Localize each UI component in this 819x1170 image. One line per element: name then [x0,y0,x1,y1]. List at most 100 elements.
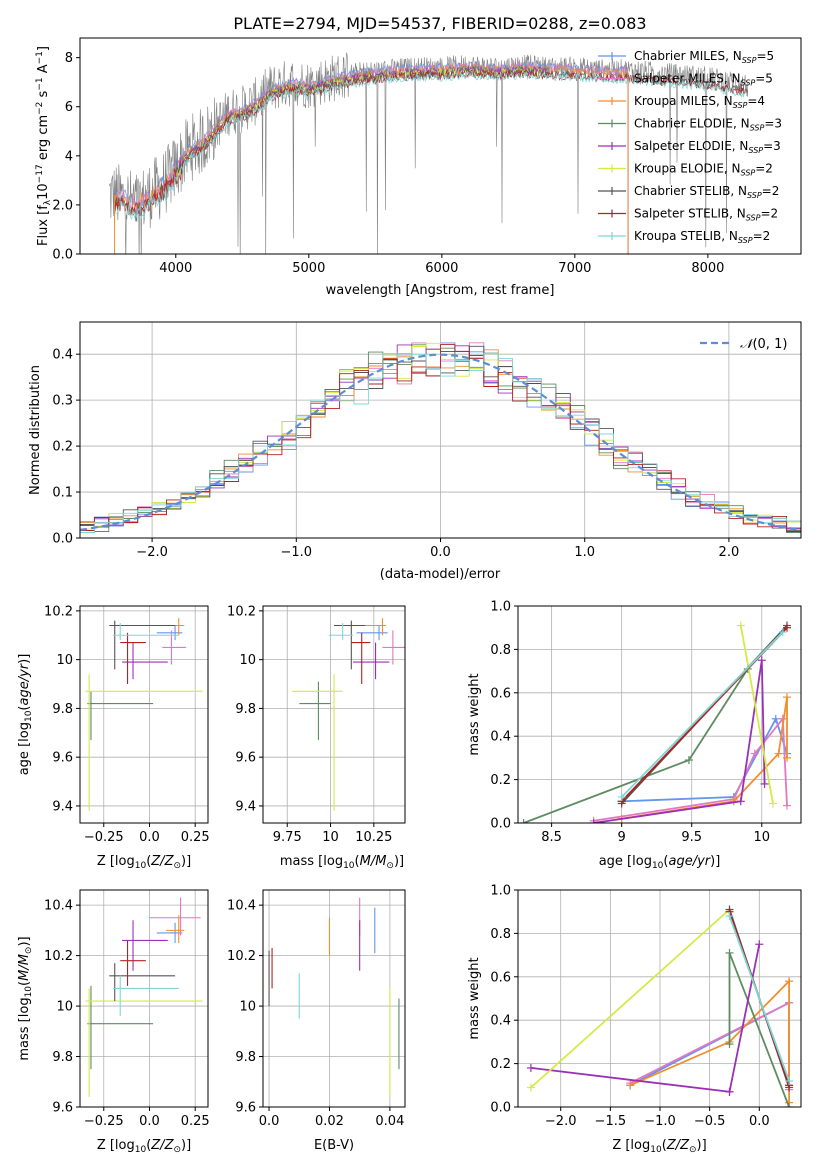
legend-label: Chabrier MILES, NSSP=5 [634,49,774,65]
series-chabrier-elodie [725,948,794,1107]
legend-nssp: =2 [755,162,773,176]
y-tick-label: 9.6 [52,1101,73,1116]
spectrum-model-kroupa-miles [114,63,628,216]
x-tick-label: 1.0 [574,545,595,560]
errorbar-kroupa-elodie [292,674,343,811]
panel-spectrum: 4000 5000 6000 7000 8000 0.0 2.0 4 6 8 wavelength … [35,37,802,298]
x-axis-label: age [log10(age/yr)] [599,854,721,871]
legend-item: Salpeter MILES, NSSP=5 [598,72,773,88]
x-axis-label: (data-model)/error [380,567,501,582]
series-kroupa-elodie [736,621,777,808]
y-tick-label: 10 [56,653,73,668]
errorbar-salpeter-stelib [120,940,146,986]
axes: −2.0 −1.0 0.0 1.0 2.0 0.0 0.1 0.2 0.3 0.4 (data-mo… [28,321,802,582]
x-axis-label: Z [log10(Z/Z⊙)] [97,1138,191,1155]
y-tick-label: 0.0 [490,817,511,832]
x-tick-label: 0.0 [139,1114,160,1129]
y-tick-label: 0.4 [490,1014,511,1029]
data-point-marker [519,819,528,823]
y-tick-label: 10.4 [44,899,73,914]
y-axis-label: mass [log10(M/M⊙)] [17,936,34,1060]
series-line [739,625,774,804]
legend-nssp: =3 [764,117,782,131]
plot-area [109,52,749,254]
data-point-marker [760,779,769,788]
x-axis-label: wavelength [Angstrom, rest frame] [326,283,555,298]
legend-label: Salpeter STELIB, NSSP=2 [634,207,778,223]
y-tick-label: 0.4 [490,730,511,745]
x-tick-label: 10.25 [355,830,392,845]
series-line [621,716,788,803]
legend-model-name: Kroupa STELIB, N [634,229,738,243]
panel-age-vs-Z: −0.25 0.0 0.25 9.4 9.6 9.8 10 10.2 Z [log10(Z/Z⊙… [17,604,210,871]
data-point-marker [785,1103,794,1107]
plot-area [80,342,801,533]
y-tick-label: 0.8 [490,927,511,942]
y-tick-label: 9.8 [235,1050,256,1065]
x-axis-label: E(B-V) [314,1138,354,1153]
legend-label: Kroupa ELODIE, NSSP=2 [634,162,773,178]
legend-label: Chabrier STELIB, NSSP=2 [634,184,779,200]
data-point-marker [785,1076,794,1085]
legend-nssp: =2 [760,207,778,221]
series-line [593,716,788,822]
data-point-marker [785,977,794,986]
figure-title: PLATE=2794, MJD=54537, FIBERID=0288, z=0… [233,14,646,33]
axes-frame [79,889,209,1108]
data-point-marker [782,623,791,632]
series-salpeter-elodie [526,940,764,1096]
y-tick-label: 8 [65,51,73,66]
panel-weights-vs-Z: −2.0 −1.5 −1.0 −0.5 0.0 0.0 0.2 0.4 0.6 0.8 1.0 Z [… [467,884,802,1155]
data-point-marker [750,749,759,758]
legend-model-name: Chabrier MILES, N [634,49,742,63]
legend-item: Salpeter STELIB, NSSP=2 [598,207,778,223]
errorbar-kroupa-stelib [112,623,179,641]
y-tick-label: 9.6 [235,1101,256,1116]
errorbar-chabrier-stelib [334,620,366,670]
legend-ssp-sub: SSP [746,214,761,223]
data-point-marker [774,749,783,758]
x-tick-label: 9.75 [273,830,302,845]
data-point-marker [725,1087,734,1096]
y-tick-label: 9.8 [52,1050,73,1065]
y-tick-label: 0.0 [52,532,73,547]
x-tick-label: 0.04 [375,1114,404,1129]
errorbar-chabrier-miles [156,922,183,943]
legend-label: Kroupa STELIB, NSSP=2 [634,229,770,245]
y-axis-label: age [log10(age/yr)] [17,654,34,776]
y-tick-label: 10.2 [44,949,73,964]
y-axis-label: Normed distribution [28,365,43,495]
y-tick-label: 9.6 [235,751,256,766]
x-tick-label: 9.5 [681,830,702,845]
legend-model-name: Salpeter MILES, N [634,72,741,86]
svg-text:Flux [fλ10−17 erg cm−2 s−1 A−1: Flux [fλ10−17 erg cm−2 s−1 A−1] [35,46,53,246]
y-axis-label: mass weight [467,673,482,755]
svg-text:Z [log10(Z/Z⊙)]: Z [log10(Z/Z⊙)] [97,854,191,871]
spectrum-model-chabrier-miles [114,61,628,208]
errorbar-chabrier-stelib [109,963,176,1002]
grid [518,605,801,824]
x-tick-label: −1.0 [281,545,313,560]
x-axis-label: Z [log10(Z/Z⊙)] [612,1138,706,1155]
x-tick-label: −0.5 [694,1114,726,1129]
y-axis-label: Flux [fλ10−17 erg cm−2 s−1 A−1] [35,46,53,246]
data-point-marker [736,621,745,630]
data-point-marker [771,714,780,723]
axes: 0.0 0.02 0.04 9.6 9.8 10 10.2 10.4 E(B-V) [227,889,406,1153]
plot-area [526,905,794,1107]
x-tick-label: 8000 [691,261,724,276]
legend-item: Kroupa MILES, NSSP=4 [598,94,765,110]
plot-area [292,618,405,811]
y-tick-label: 0.4 [52,348,73,363]
x-tick-label: −0.25 [84,1114,124,1129]
legend-n-args: (0, 1) [752,337,787,352]
axes: 8.5 9 9.5 10 0.0 0.2 0.4 0.6 0.8 1.0 age [log10(ag… [467,600,802,871]
data-point-marker [725,1040,734,1049]
axes-frame [517,605,802,824]
y-axis-label: mass weight [467,957,482,1039]
series-line [593,660,766,823]
axes-frame [79,605,209,824]
data-point-marker [782,801,791,810]
y-tick-label: 10.2 [227,604,256,619]
